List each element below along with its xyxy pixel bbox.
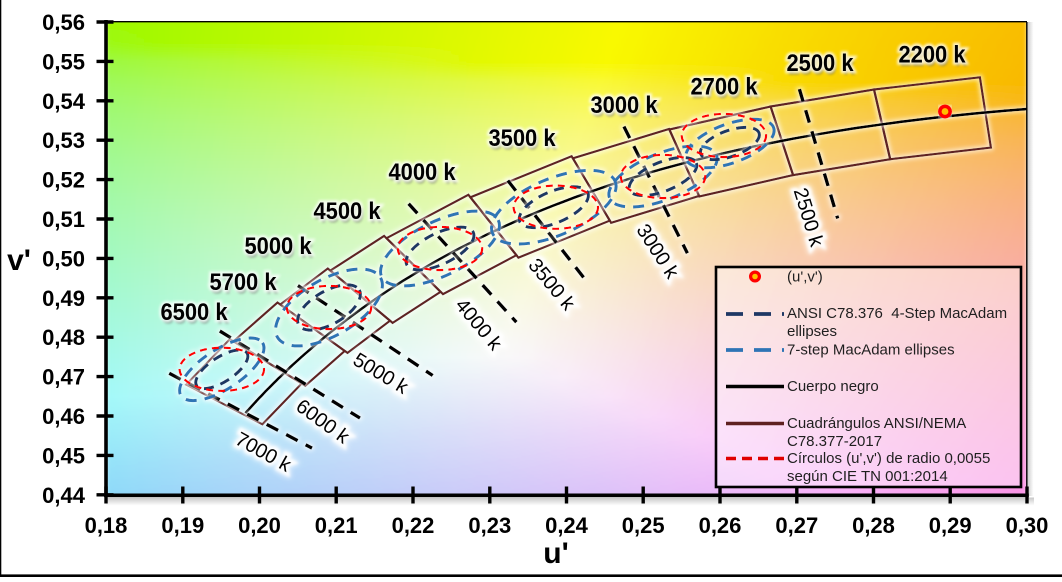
svg-text:0,54: 0,54 — [42, 89, 86, 114]
svg-text:v': v' — [7, 244, 31, 277]
svg-text:2200 k: 2200 k — [900, 45, 967, 72]
svg-text:3500 k: 3500 k — [489, 125, 556, 152]
svg-text:2500 k: 2500 k — [787, 50, 854, 77]
svg-text:ellipses: ellipses — [787, 323, 837, 340]
svg-text:0,25: 0,25 — [622, 513, 665, 538]
svg-text:0,55: 0,55 — [42, 49, 85, 74]
svg-text:0,50: 0,50 — [42, 246, 85, 271]
svg-text:2700 k: 2700 k — [691, 74, 758, 101]
svg-text:3500 k: 3500 k — [489, 125, 556, 152]
svg-text:0,23: 0,23 — [468, 513, 511, 538]
svg-text:2500 k: 2500 k — [788, 54, 855, 81]
svg-text:5000 k: 5000 k — [246, 237, 313, 264]
svg-text:5000 k: 5000 k — [245, 233, 312, 260]
svg-text:0,56: 0,56 — [42, 10, 85, 35]
svg-text:2700 k: 2700 k — [692, 77, 759, 104]
svg-text:Cuadrángulos ANSI/NEMA: Cuadrángulos ANSI/NEMA — [787, 415, 966, 432]
svg-text:0,27: 0,27 — [775, 513, 818, 538]
svg-text:2700 k: 2700 k — [691, 74, 758, 101]
svg-text:3000 k: 3000 k — [591, 92, 658, 119]
svg-text:3000 k: 3000 k — [592, 96, 659, 123]
svg-text:0,20: 0,20 — [238, 513, 281, 538]
svg-text:0,21: 0,21 — [315, 513, 358, 538]
svg-text:0,45: 0,45 — [42, 443, 85, 468]
svg-text:0,49: 0,49 — [42, 286, 85, 311]
svg-text:0,51: 0,51 — [42, 207, 85, 232]
svg-text:2500 k: 2500 k — [787, 50, 854, 77]
svg-text:5700 k: 5700 k — [210, 269, 277, 296]
svg-text:0,26: 0,26 — [699, 513, 742, 538]
svg-text:4500 k: 4500 k — [314, 198, 381, 225]
svg-text:0,46: 0,46 — [42, 404, 85, 429]
svg-text:5700 k: 5700 k — [210, 269, 277, 296]
svg-text:0,53: 0,53 — [42, 128, 85, 153]
svg-text:0,18: 0,18 — [85, 513, 128, 538]
svg-text:0,30: 0,30 — [1006, 513, 1049, 538]
svg-text:3000 k: 3000 k — [591, 92, 658, 119]
svg-text:Círculos (u',v') de radio 0,00: Círculos (u',v') de radio 0,0055 — [787, 450, 990, 467]
svg-text:2200 k: 2200 k — [899, 42, 966, 69]
svg-text:6500 k: 6500 k — [161, 299, 228, 326]
svg-text:ANSI C78.376 4-Step MacAdam: ANSI C78.376 4-Step MacAdam — [787, 305, 1007, 322]
svg-text:0,22: 0,22 — [392, 513, 435, 538]
svg-text:4000 k: 4000 k — [389, 159, 456, 186]
svg-text:5000 k: 5000 k — [245, 233, 312, 260]
svg-text:Cuerpo negro: Cuerpo negro — [787, 378, 879, 395]
svg-text:4000 k: 4000 k — [389, 159, 456, 186]
svg-text:0,24: 0,24 — [545, 513, 589, 538]
svg-text:4500 k: 4500 k — [314, 198, 381, 225]
svg-text:6500 k: 6500 k — [161, 299, 228, 326]
svg-text:5700 k: 5700 k — [211, 273, 278, 300]
svg-text:2200 k: 2200 k — [899, 42, 966, 69]
svg-text:0,29: 0,29 — [929, 513, 972, 538]
svg-text:0,48: 0,48 — [42, 325, 85, 350]
svg-text:6500 k: 6500 k — [162, 303, 229, 330]
svg-text:según CIE TN 001:2014: según CIE TN 001:2014 — [787, 468, 948, 485]
svg-text:0,52: 0,52 — [42, 168, 85, 193]
svg-text:4000 k: 4000 k — [390, 163, 457, 190]
svg-text:(u',v'): (u',v') — [787, 269, 823, 286]
svg-text:7-step MacAdam ellipses: 7-step MacAdam ellipses — [787, 342, 955, 359]
svg-text:0,19: 0,19 — [161, 513, 204, 538]
svg-text:C78.377-2017: C78.377-2017 — [787, 433, 882, 450]
svg-text:0,44: 0,44 — [42, 483, 86, 508]
svg-text:4500 k: 4500 k — [315, 202, 382, 229]
svg-text:0,28: 0,28 — [852, 513, 895, 538]
svg-text:3500 k: 3500 k — [490, 129, 557, 156]
svg-text:u': u' — [543, 537, 568, 570]
svg-text:0,47: 0,47 — [42, 365, 85, 390]
